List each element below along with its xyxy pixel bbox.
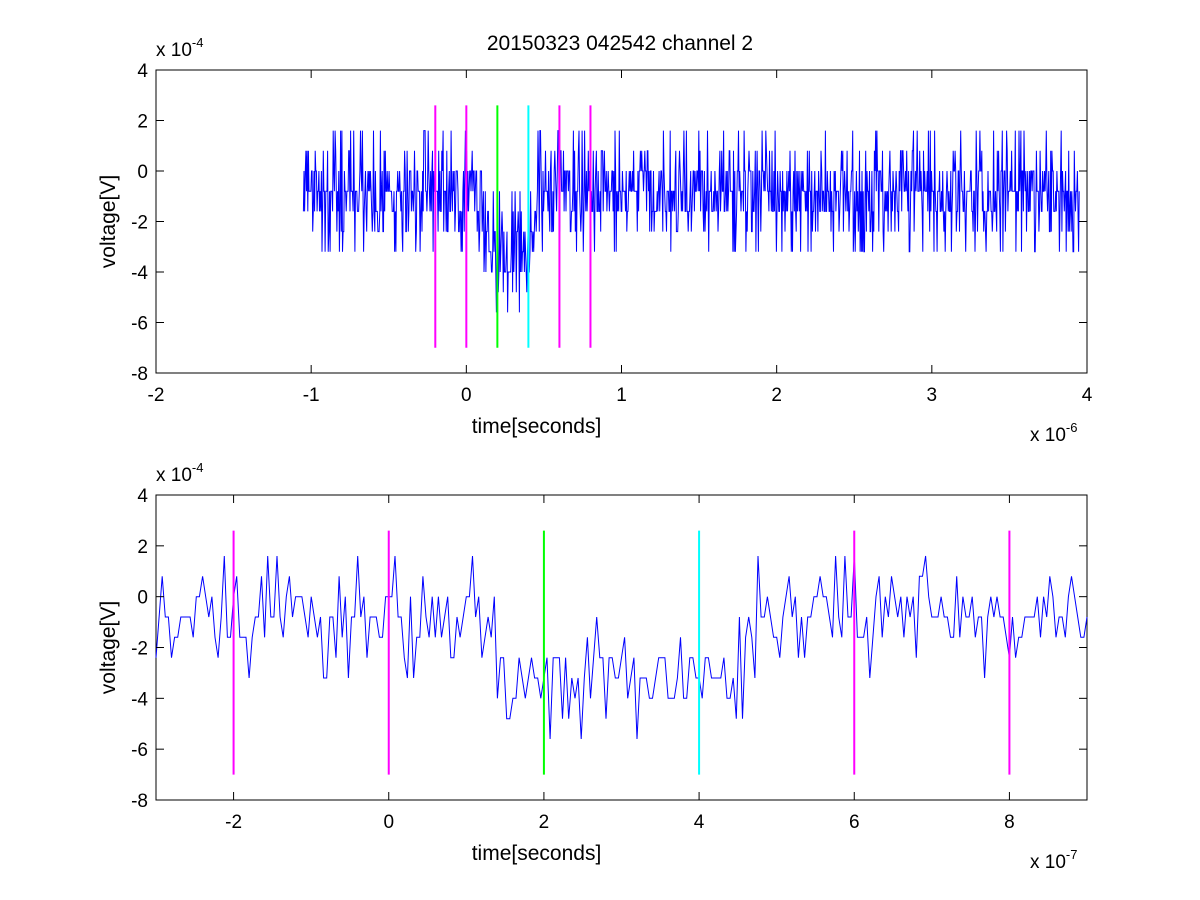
y-tick-label: 2	[137, 537, 148, 558]
x-tick-label: 2	[539, 812, 550, 833]
x-tick-label: 4	[694, 812, 705, 833]
y-tick-label: -4	[131, 689, 148, 710]
x-tick-label: 3	[927, 385, 938, 406]
y-tick-label: -8	[131, 791, 148, 812]
x-tick-label: -2	[225, 812, 242, 833]
y-tick-label: 4	[137, 61, 148, 82]
y-tick-label: 2	[137, 112, 148, 133]
y-exponent-label: x 10-4	[156, 35, 203, 61]
x-tick-label: -1	[303, 385, 320, 406]
y-tick-label: -6	[131, 314, 148, 335]
y-tick-label: -6	[131, 740, 148, 761]
y-tick-label: 0	[137, 588, 148, 609]
y-axis-label: voltage[V]	[97, 175, 120, 268]
x-tick-label: 0	[383, 812, 394, 833]
x-tick-label: 8	[1004, 812, 1015, 833]
x-axis-label: time[seconds]	[472, 842, 602, 865]
y-tick-label: -8	[131, 364, 148, 385]
y-tick-label: 0	[137, 162, 148, 183]
x-tick-label: 2	[771, 385, 782, 406]
y-exponent-label: x 10-4	[156, 460, 203, 486]
y-tick-label: -2	[131, 213, 148, 234]
signal-trace	[155, 555, 1088, 740]
signal-trace	[302, 130, 1080, 313]
x-exponent-label: x 10-7	[1030, 847, 1077, 873]
x-axis-label: time[seconds]	[472, 415, 602, 438]
top-plot: -2 -1 0 1 2 3 4 -8 -6 -4 -2 0 2 4 time[seconds] voltage…	[97, 35, 1093, 446]
figure-title: 20150323 042542 channel 2	[487, 32, 753, 55]
y-tick-label: -4	[131, 263, 148, 284]
x-tick-label: 4	[1082, 385, 1093, 406]
x-tick-label: 0	[461, 385, 472, 406]
bottom-plot: -2 0 2 4 6 8 -8 -6 -4 -2 0 2 4 time[seconds] voltage[V…	[97, 460, 1088, 873]
y-axis-label: voltage[V]	[97, 601, 120, 694]
x-tick-label: -2	[148, 385, 165, 406]
y-tick-label: 4	[137, 486, 148, 507]
x-tick-label: 1	[616, 385, 627, 406]
x-tick-label: 6	[849, 812, 860, 833]
y-tick-label: -2	[131, 639, 148, 660]
x-exponent-label: x 10-6	[1030, 420, 1077, 446]
